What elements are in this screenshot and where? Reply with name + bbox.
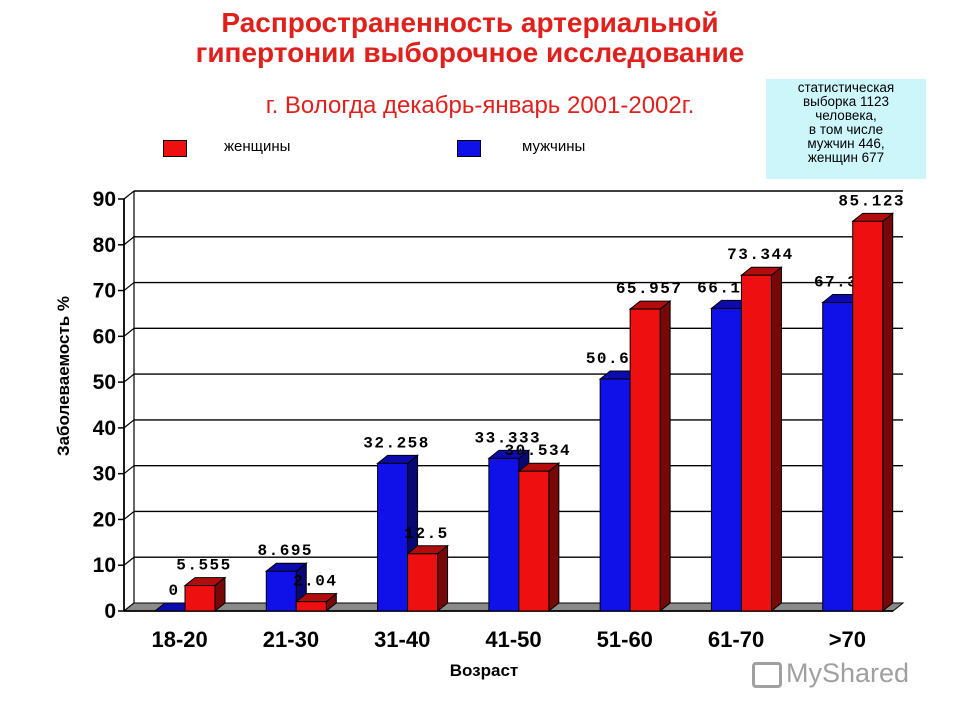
bar: [822, 302, 854, 612]
bar: [599, 378, 631, 612]
gridline-side: [123, 556, 135, 566]
watermark-logo-icon: [752, 662, 782, 688]
data-label: 73.344: [727, 246, 794, 264]
bar: [184, 585, 216, 612]
gridline-side: [123, 236, 135, 246]
gridline-side: [123, 327, 135, 337]
legend-label-men: мужчины: [522, 138, 586, 155]
bar-side: [770, 266, 782, 613]
x-tick-label: 31-40: [374, 627, 430, 652]
data-label: 30.534: [505, 442, 572, 460]
data-label: 65.957: [616, 280, 683, 298]
chart-title-line-2: гипертонии выборочное исследование: [195, 37, 745, 68]
gridline-side: [123, 510, 135, 520]
x-tick-label: 61-70: [708, 627, 764, 652]
bar: [295, 601, 327, 612]
data-label: 0: [168, 582, 179, 600]
sample-note-line: человека,: [815, 108, 877, 123]
bar: [852, 220, 884, 612]
gridline-side: [123, 282, 135, 292]
bar: [740, 274, 772, 612]
bar: [710, 307, 742, 612]
sample-note-line: статистическая: [797, 80, 895, 95]
chart-subtitle: г. Вологда декабрь-январь 2001-2002г.: [265, 92, 695, 119]
bar: [518, 470, 550, 612]
gridline-side: [123, 465, 135, 475]
gridline-side: [123, 373, 135, 383]
bar-side: [548, 462, 560, 613]
bar-side: [882, 212, 894, 613]
y-tick-label: 40: [93, 417, 116, 440]
y-tick-label: 80: [93, 234, 116, 257]
y-tick-label: 60: [93, 325, 116, 348]
x-axis-title: Возраст: [450, 661, 519, 680]
bar: [407, 553, 439, 612]
y-tick-label: 10: [93, 554, 116, 577]
bar-side: [659, 300, 671, 613]
gridline-side: [123, 419, 135, 429]
data-label: 8.695: [258, 542, 314, 560]
x-tick-label: 51-60: [597, 627, 653, 652]
data-label: 33.333: [475, 429, 542, 447]
data-label: 2.04: [293, 573, 337, 591]
bar: [265, 570, 297, 612]
chart-title-line-1: Распространенность артериальной: [221, 7, 719, 38]
y-tick-label: 20: [93, 508, 116, 531]
y-tick-label: 50: [93, 371, 116, 394]
sample-note: статистическая выборка 1123 человека, в …: [766, 79, 926, 179]
x-tick-label: >70: [829, 627, 866, 652]
y-tick-label: 0: [104, 600, 116, 623]
x-tick-label: 41-50: [485, 627, 541, 652]
x-tick-label: 21-30: [263, 627, 319, 652]
legend-swatch-men: [457, 140, 481, 157]
sample-note-line: выборка 1123: [802, 94, 890, 109]
sample-note-line: в том числе: [808, 122, 884, 137]
bar: [629, 308, 661, 612]
gridline-side: [123, 190, 135, 200]
bar: [377, 462, 409, 612]
sample-note-line: мужчин 446,: [807, 136, 885, 151]
watermark: MyShared: [786, 658, 910, 688]
legend-swatch-women: [163, 140, 187, 157]
bar: [488, 457, 520, 612]
data-label: 32.258: [363, 434, 430, 452]
y-tick-label: 70: [93, 280, 116, 303]
data-label: 5.555: [176, 557, 232, 575]
x-tick-label: 18-20: [152, 627, 208, 652]
bar-side: [437, 544, 449, 613]
y-tick-label: 90: [93, 188, 116, 211]
y-tick-label: 30: [93, 463, 116, 486]
data-label: 85.123: [838, 192, 905, 210]
y-axis-title: Заболеваемость %: [54, 296, 73, 456]
legend-label-women: женщины: [224, 138, 291, 155]
sample-note-line: женщин 677: [807, 150, 885, 165]
data-label: 12.5: [404, 525, 448, 543]
